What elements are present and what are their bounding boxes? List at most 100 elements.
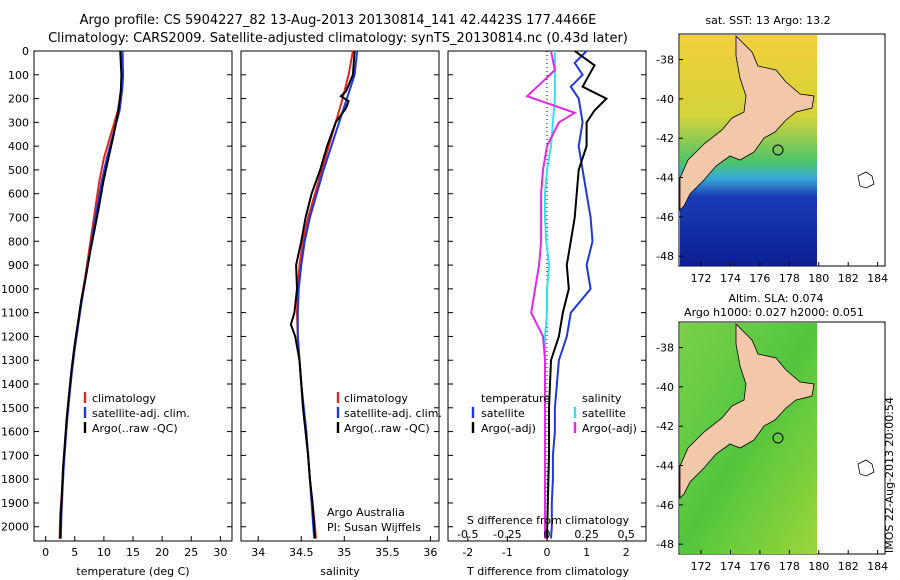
salinity-annotation-line-1: Argo Australia [327,506,405,519]
difference-xlabel: T difference from climatology [466,565,629,578]
sla-map-xtick-label: 176 [749,560,770,573]
temperature-panel: 0 5 10 15 20 25 30 0 100 200 300 400 500 600 700 800 90… [1,45,233,578]
temperature-ytick-label: 300 [8,116,29,129]
temperature-ytick-label: 2000 [1,521,29,534]
salinity-panel: 34 34.5 35 35.5 36 salinity climatology sate… [240,50,442,578]
header-line-1: Argo profile: CS 5904227_82 13-Aug-2013 … [80,13,597,28]
salinity-legend: climatology satellite-adj. clim. Argo(..… [336,392,442,435]
legend-satellite-label: satellite-adj. clim. [92,407,190,420]
legend-temperature-argo-label: Argo(-adj) [481,422,536,435]
temperature-xtick-label: 10 [97,546,111,559]
profile-location-marker [772,432,784,444]
temperature-ytick-label: 1400 [1,378,29,391]
sst-map-xtick-label: 178 [779,272,800,285]
difference-top-xtick-label: -0.5 [457,528,478,541]
legend-climatology-label: climatology [344,392,408,405]
legend-climatology-label: climatology [92,392,156,405]
sst-map-ytick-label: -48 [656,250,674,263]
legend-salinity-satellite-label: satellite [582,407,626,420]
sla-map-xtick-label: 182 [838,560,859,573]
temperature-ytick-label: 400 [8,140,29,153]
legend-salinity-argo-label: Argo(-adj) [582,422,637,435]
difference-top-xtick-label: 0.5 [617,528,635,541]
temperature-ytick-label: 100 [8,69,29,82]
legend-temperature-title: temperature [481,392,550,405]
salinity-annotation-line-2: PI: Susan Wijffels [327,521,421,534]
sla-map-ytick-label: -46 [656,499,674,512]
salinity-xtick-label: 35.5 [375,546,400,559]
salinity-xtick-label: 34.5 [289,546,314,559]
sla-map-ytick-label: -44 [656,460,674,473]
sst-map-ytick-label: -40 [656,93,674,106]
temperature-xtick-label: 25 [184,546,198,559]
difference-top-xtick-label: -0.25 [493,528,521,541]
temperature-plot-frame [33,50,233,542]
sst-map-xtick-label: 172 [691,272,712,285]
sst-map-ytick-label: -44 [656,172,674,185]
difference-series-3 [525,50,578,539]
new-zealand-land [679,323,815,499]
sla-map: Altim. SLA: 0.074 Argo h1000: 0.027 h200… [656,292,888,573]
sla-map-xtick-label: 180 [808,560,829,573]
difference-series-1 [546,50,609,539]
sla-map-ytick-label: -48 [656,538,674,551]
temperature-ytick-label: 800 [8,235,29,248]
temperature-ytick-label: 700 [8,212,29,225]
temperature-ytick-label: 1800 [1,473,29,486]
sla-map-xtick-label: 184 [867,560,888,573]
sla-map-ytick-label: -38 [656,342,674,355]
sst-map-ytick-label: -42 [656,132,674,145]
salinity-xlabel: salinity [320,565,360,578]
difference-legend-temperature: temperature satellite Argo(-adj) [471,392,550,435]
sst-map-title: sat. SST: 13 Argo: 13.2 [705,14,830,27]
salinity-xtick-label: 35 [337,546,351,559]
sst-map-ytick-label: -46 [656,211,674,224]
difference-xtick-label: 1 [583,546,590,559]
imos-watermark: IMOS 22-Aug-2013 20:00:54 [883,397,896,553]
difference-xlabel-top: S difference from climatology [467,514,630,527]
temperature-ytick-label: 1700 [1,449,29,462]
sla-map-ytick-label: -42 [656,420,674,433]
temperature-xtick-label: 0 [42,546,49,559]
salinity-xtick-label: 34 [251,546,265,559]
sst-map-xtick-label: 184 [867,272,888,285]
chatham-islands [857,171,875,189]
difference-panel: -2 -1 0 1 2 -0.5 -0.25 0 0.25 0.5 S difference f… [447,50,647,578]
difference-xtick-label: -2 [462,546,473,559]
sst-map-xtick-label: 182 [838,272,859,285]
temperature-series-2 [59,50,123,539]
difference-xtick-label: 0 [544,546,551,559]
temperature-xtick-label: 15 [126,546,140,559]
temperature-ytick-label: 1100 [1,307,29,320]
temperature-ytick-label: 600 [8,188,29,201]
temperature-ytick-label: 0 [22,45,29,58]
sla-map-subtitle: Argo h1000: 0.027 h2000: 0.051 [684,306,864,319]
temperature-xtick-label: 5 [71,546,78,559]
difference-series-0 [550,50,594,539]
legend-argo-label: Argo(..raw -QC) [344,422,430,435]
temperature-ytick-label: 1500 [1,402,29,415]
sst-map-ytick-label: -38 [656,54,674,67]
salinity-xtick-label: 36 [423,546,437,559]
temperature-ytick-label: 1900 [1,497,29,510]
temperature-xtick-label: 20 [155,546,169,559]
legend-argo-label: Argo(..raw -QC) [92,422,178,435]
difference-xtick-label: -1 [502,546,513,559]
sst-map-xtick-label: 174 [720,272,741,285]
sla-map-xtick-label: 178 [779,560,800,573]
temperature-xlabel: temperature (deg C) [76,565,189,578]
salinity-plot-frame [240,50,440,542]
header-line-2: Climatology: CARS2009. Satellite-adjuste… [48,31,628,46]
sla-map-title: Altim. SLA: 0.074 [728,292,823,305]
temperature-ytick-label: 900 [8,259,29,272]
temperature-ytick-label: 1000 [1,283,29,296]
difference-top-xtick-label: 0.25 [574,528,599,541]
legend-salinity-title: salinity [582,392,622,405]
difference-top-xtick-label: 0 [544,528,551,541]
difference-xtick-label: 2 [623,546,630,559]
temperature-xtick-label: 30 [213,546,227,559]
new-zealand-land [679,35,815,211]
sla-map-ytick-label: -40 [656,381,674,394]
profile-location-marker [772,144,784,156]
